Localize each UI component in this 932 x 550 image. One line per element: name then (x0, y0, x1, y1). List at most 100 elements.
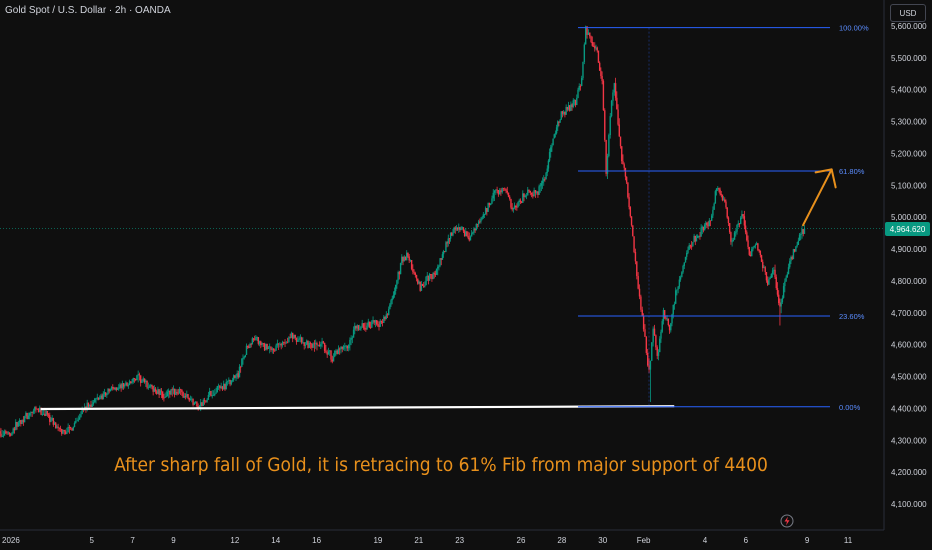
candle-body (244, 354, 247, 358)
candle-body (760, 255, 763, 262)
candle-body (600, 70, 602, 76)
candle-body (251, 338, 254, 345)
candle-body (463, 231, 466, 237)
candle-body (533, 190, 535, 197)
candle-body (614, 83, 617, 98)
candle-body (294, 334, 296, 338)
candle-body (447, 238, 449, 244)
candle-body (31, 412, 33, 413)
candle-body (758, 249, 760, 251)
candle-body (660, 331, 662, 339)
candle-body (637, 276, 639, 289)
candle-body (27, 415, 30, 420)
candle-body (67, 426, 69, 433)
candle-body (355, 325, 357, 329)
candle-body (537, 191, 539, 195)
candle-body (753, 245, 755, 248)
candle-body (798, 234, 801, 241)
candle-body (766, 280, 769, 285)
candle-body (621, 146, 623, 162)
candle-body (718, 188, 720, 190)
candle-body (439, 258, 441, 266)
candle-body (102, 394, 104, 400)
currency-button[interactable]: USD (890, 4, 926, 22)
candle-body (666, 318, 668, 320)
candle-body (746, 232, 748, 241)
candle-body (22, 419, 25, 423)
candle-body (160, 390, 163, 392)
candle-body (466, 231, 468, 236)
candle-body (94, 398, 96, 403)
candle-body (789, 261, 791, 268)
candle-body (206, 399, 208, 402)
lightning-icon[interactable] (780, 514, 794, 528)
x-tick-label: 9 (171, 536, 176, 545)
candle-body (415, 274, 418, 279)
candle-body (444, 251, 446, 252)
candle-body (336, 350, 338, 354)
candle-body (334, 350, 336, 357)
candle-body (477, 221, 480, 225)
candle-body (462, 227, 465, 232)
candle-body (215, 392, 217, 394)
candle-body (106, 394, 108, 396)
candle-body (66, 432, 68, 435)
candle-body (184, 396, 187, 397)
candle-body (241, 358, 243, 367)
candle-body (205, 400, 207, 402)
candle-body (17, 422, 20, 427)
candle-body (547, 160, 550, 169)
candle-body (425, 276, 427, 286)
candle-body (216, 386, 219, 393)
candle-body (374, 320, 377, 323)
candle-body (719, 189, 721, 195)
candle-body (163, 397, 165, 399)
candle-body (350, 337, 352, 340)
candle-body (689, 245, 692, 247)
candle-body (109, 389, 112, 392)
candle-body (57, 426, 59, 428)
candle-body (97, 397, 100, 400)
candle-body (186, 394, 188, 397)
candle-body (584, 26, 587, 45)
candle-body (786, 274, 788, 278)
candle-body (170, 389, 172, 395)
candle-body (87, 402, 90, 407)
candle-body (132, 378, 134, 382)
x-tick-label: 2026 (2, 536, 20, 545)
candle-body (738, 223, 741, 225)
candle-body (368, 321, 371, 327)
candle-body (277, 343, 280, 345)
candle-body (341, 346, 343, 349)
candle-body (642, 315, 645, 330)
candle-body (775, 277, 777, 289)
candle-body (329, 350, 331, 352)
candle-body (674, 290, 677, 304)
candle-body (73, 423, 76, 427)
candle-body (188, 398, 190, 401)
candle-body (26, 412, 28, 420)
candle-body (275, 345, 277, 351)
candle-body (592, 45, 595, 47)
candle-body (634, 252, 637, 262)
candle-body (46, 410, 49, 415)
current-price-tag: 4,964.620 (885, 222, 930, 236)
candle-body (699, 235, 701, 237)
candle-body (378, 325, 380, 327)
candle-body (40, 407, 42, 415)
candle-body (530, 192, 533, 195)
candle-body (554, 133, 557, 135)
candle-body (217, 385, 220, 387)
candle-body (193, 402, 196, 405)
candle-body (96, 397, 98, 399)
candle-body (601, 75, 603, 82)
candle-body (52, 417, 55, 425)
candle-body (37, 408, 40, 413)
candle-body (101, 395, 103, 400)
candle-body (12, 428, 14, 433)
candle-body (441, 254, 444, 260)
candle-body (655, 335, 657, 348)
candle-body (438, 265, 440, 267)
candle-body (281, 342, 284, 346)
